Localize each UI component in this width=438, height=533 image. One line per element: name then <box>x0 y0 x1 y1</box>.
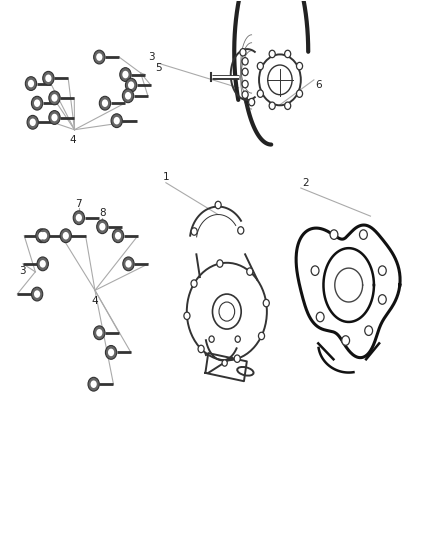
Text: 3: 3 <box>19 266 25 276</box>
Circle shape <box>34 99 40 107</box>
Circle shape <box>91 381 97 388</box>
Circle shape <box>96 329 102 336</box>
Circle shape <box>99 96 111 110</box>
Circle shape <box>73 211 85 224</box>
Text: 1: 1 <box>162 172 169 182</box>
Circle shape <box>234 355 240 362</box>
Text: 5: 5 <box>155 63 162 72</box>
Circle shape <box>242 58 248 65</box>
Circle shape <box>43 71 54 85</box>
Circle shape <box>97 220 108 233</box>
Circle shape <box>257 62 263 70</box>
Circle shape <box>125 260 131 268</box>
Text: 7: 7 <box>75 199 82 209</box>
Circle shape <box>60 229 71 243</box>
Text: 2: 2 <box>302 177 308 188</box>
Circle shape <box>222 360 227 366</box>
Circle shape <box>342 336 350 345</box>
Circle shape <box>215 201 221 209</box>
Circle shape <box>258 332 265 340</box>
Circle shape <box>63 232 69 239</box>
Circle shape <box>99 223 106 231</box>
Circle shape <box>51 114 58 122</box>
Circle shape <box>115 232 121 239</box>
Circle shape <box>113 229 124 243</box>
Circle shape <box>242 80 248 88</box>
Circle shape <box>128 82 134 89</box>
Circle shape <box>191 280 197 287</box>
Circle shape <box>242 68 248 76</box>
Circle shape <box>106 345 117 359</box>
Circle shape <box>297 90 303 98</box>
Circle shape <box>76 214 82 222</box>
Circle shape <box>285 50 291 58</box>
Circle shape <box>111 114 122 127</box>
Circle shape <box>311 266 319 276</box>
Circle shape <box>34 290 40 298</box>
Circle shape <box>123 257 134 271</box>
Circle shape <box>122 71 128 78</box>
Text: 8: 8 <box>99 208 106 219</box>
Circle shape <box>49 91 60 105</box>
Circle shape <box>249 99 254 106</box>
Circle shape <box>27 115 39 129</box>
Circle shape <box>96 53 102 61</box>
Circle shape <box>184 312 190 319</box>
Circle shape <box>263 300 269 307</box>
Circle shape <box>108 349 114 356</box>
Circle shape <box>28 80 34 87</box>
Circle shape <box>378 295 386 304</box>
Circle shape <box>94 50 105 64</box>
Circle shape <box>209 336 214 342</box>
Circle shape <box>45 75 52 82</box>
Circle shape <box>39 229 49 243</box>
Circle shape <box>247 268 253 276</box>
Circle shape <box>125 78 137 92</box>
Circle shape <box>257 90 263 98</box>
Circle shape <box>120 68 131 82</box>
Circle shape <box>378 266 386 276</box>
Circle shape <box>51 94 58 102</box>
Circle shape <box>38 232 45 239</box>
Circle shape <box>217 260 223 267</box>
Circle shape <box>32 287 43 301</box>
Circle shape <box>94 326 105 340</box>
Circle shape <box>122 89 134 103</box>
Circle shape <box>32 96 43 110</box>
Circle shape <box>238 227 244 234</box>
Text: 3: 3 <box>148 52 155 62</box>
Circle shape <box>269 102 275 109</box>
Circle shape <box>365 326 373 335</box>
Circle shape <box>316 312 324 322</box>
Text: 4: 4 <box>92 296 98 306</box>
Circle shape <box>37 257 48 271</box>
Circle shape <box>49 111 60 124</box>
Circle shape <box>191 228 197 235</box>
Circle shape <box>198 345 204 353</box>
Circle shape <box>360 230 367 239</box>
Circle shape <box>25 77 37 91</box>
Circle shape <box>41 232 47 239</box>
Circle shape <box>125 92 131 100</box>
Text: 4: 4 <box>70 135 77 146</box>
Circle shape <box>88 377 99 391</box>
Circle shape <box>297 62 303 70</box>
Circle shape <box>240 49 246 56</box>
Circle shape <box>30 118 36 126</box>
Circle shape <box>330 230 338 239</box>
Circle shape <box>285 102 291 109</box>
Circle shape <box>269 50 275 58</box>
Circle shape <box>102 99 108 107</box>
Circle shape <box>242 91 248 99</box>
Circle shape <box>39 260 46 268</box>
Circle shape <box>36 229 47 243</box>
Circle shape <box>113 117 120 125</box>
Text: 6: 6 <box>315 80 321 90</box>
Circle shape <box>235 336 240 342</box>
